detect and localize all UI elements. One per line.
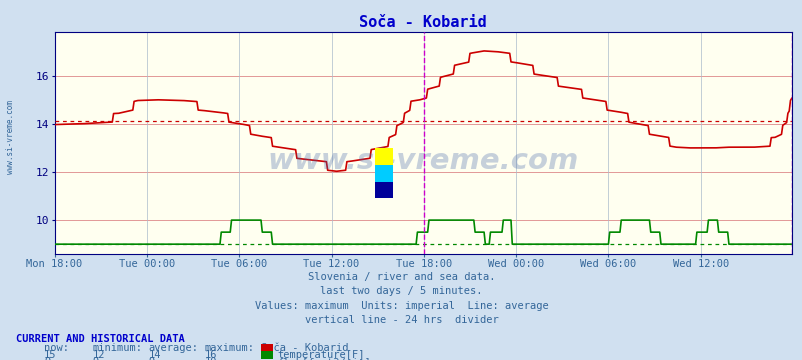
Text: minimum:: minimum: (92, 343, 142, 353)
Text: 16: 16 (205, 350, 217, 360)
Text: 9: 9 (148, 357, 155, 360)
Text: now:: now: (44, 343, 69, 353)
Text: 15: 15 (44, 350, 57, 360)
Text: last two days / 5 minutes.: last two days / 5 minutes. (320, 286, 482, 296)
Text: average:: average: (148, 343, 198, 353)
Bar (375, 148, 392, 165)
Text: Values: maximum  Units: imperial  Line: average: Values: maximum Units: imperial Line: av… (254, 301, 548, 311)
Text: Slovenia / river and sea data.: Slovenia / river and sea data. (307, 272, 495, 282)
Text: temperature[F]: temperature[F] (277, 350, 364, 360)
Title: Soča - Kobarid: Soča - Kobarid (358, 15, 487, 30)
Text: 9: 9 (44, 357, 51, 360)
Text: vertical line - 24 hrs  divider: vertical line - 24 hrs divider (304, 315, 498, 325)
Text: 9: 9 (92, 357, 99, 360)
Bar (375, 165, 392, 182)
Text: Soča - Kobarid: Soča - Kobarid (261, 343, 348, 353)
Text: 12: 12 (92, 350, 105, 360)
Text: www.si-vreme.com: www.si-vreme.com (6, 100, 14, 174)
Text: CURRENT AND HISTORICAL DATA: CURRENT AND HISTORICAL DATA (16, 334, 184, 344)
Text: www.si-vreme.com: www.si-vreme.com (267, 147, 578, 175)
Text: 14: 14 (148, 350, 161, 360)
Text: maximum:: maximum: (205, 343, 254, 353)
Text: 10: 10 (205, 357, 217, 360)
Text: flow[foot3/min]: flow[foot3/min] (277, 357, 371, 360)
Bar (375, 182, 392, 198)
